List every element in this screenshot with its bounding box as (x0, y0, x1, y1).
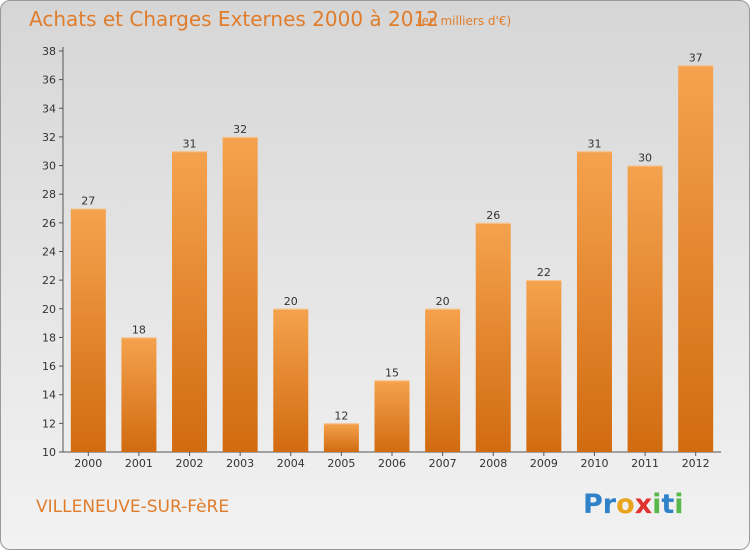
data-label: 26 (486, 209, 500, 222)
x-tick-label: 2011 (631, 457, 659, 470)
bar (576, 151, 612, 452)
commune-name: VILLENEUVE-SUR-FèRE (36, 497, 230, 517)
x-tick-label: 2000 (74, 457, 102, 470)
bar (121, 337, 157, 452)
logo-letter: i (674, 489, 684, 520)
axes: 10 12 14 16 18 20 22 24 26 28 30 32 34 36 38 2000 2001 20… (42, 45, 721, 470)
logo-letter: t (661, 489, 675, 520)
x-tick-label: 2008 (479, 457, 507, 470)
bar (627, 165, 663, 453)
bar (678, 65, 714, 453)
logo-letter: i (652, 489, 662, 520)
logo-letter: x (634, 489, 653, 520)
y-tick-label: 20 (42, 303, 56, 316)
y-tick-label: 26 (42, 217, 56, 230)
data-label: 20 (436, 295, 450, 308)
x-tick-label: 2001 (125, 457, 153, 470)
data-label: 37 (689, 51, 703, 64)
bar (475, 222, 511, 452)
x-tick-label: 2006 (378, 457, 406, 470)
proxiti-logo: Proxiti (583, 489, 684, 520)
logo-letter: o (616, 489, 635, 520)
x-tick-label: 2005 (327, 457, 355, 470)
y-tick-label: 14 (42, 389, 56, 402)
data-label: 12 (334, 409, 348, 422)
data-label: 27 (81, 195, 95, 208)
bar (526, 280, 562, 452)
bar (273, 308, 309, 452)
y-tick-label: 16 (42, 360, 56, 373)
data-label: 31 (587, 137, 601, 150)
bar (222, 136, 258, 452)
y-tick-label: 18 (42, 331, 56, 344)
data-label: 15 (385, 366, 399, 379)
data-label: 22 (537, 266, 551, 279)
data-label: 20 (284, 295, 298, 308)
x-tick-label: 2003 (226, 457, 254, 470)
data-label: 18 (132, 323, 146, 336)
x-tick-label: 2009 (530, 457, 558, 470)
data-labels: 27 18 31 32 20 12 15 20 26 22 31 30 37 (81, 51, 702, 422)
y-tick-label: 32 (42, 131, 56, 144)
bar (374, 380, 410, 452)
data-label: 30 (638, 152, 652, 165)
data-label: 31 (183, 137, 197, 150)
y-tick-label: 12 (42, 417, 56, 430)
x-tick-label: 2007 (429, 457, 457, 470)
logo-letter: r (602, 489, 617, 520)
y-tick-label: 10 (42, 446, 56, 459)
bar (323, 423, 359, 452)
y-tick-label: 36 (42, 74, 56, 87)
y-tick-label: 28 (42, 188, 56, 201)
x-tick-label: 2010 (580, 457, 608, 470)
y-tick-label: 34 (42, 102, 56, 115)
y-tick-label: 22 (42, 274, 56, 287)
data-label: 32 (233, 123, 247, 136)
bars (70, 65, 714, 453)
bar (425, 308, 461, 452)
y-tick-label: 24 (42, 246, 56, 259)
x-tick-label: 2002 (176, 457, 204, 470)
chart-title: Achats et Charges Externes 2000 à 2012 (29, 7, 439, 31)
bar (172, 151, 208, 452)
chart-subtitle: (en milliers d'€) (417, 14, 512, 28)
y-tick-label: 30 (42, 160, 56, 173)
logo-letter: P (583, 489, 603, 520)
bar (70, 208, 106, 452)
y-tick-label: 38 (42, 45, 56, 58)
x-tick-label: 2004 (277, 457, 305, 470)
x-tick-label: 2012 (682, 457, 710, 470)
